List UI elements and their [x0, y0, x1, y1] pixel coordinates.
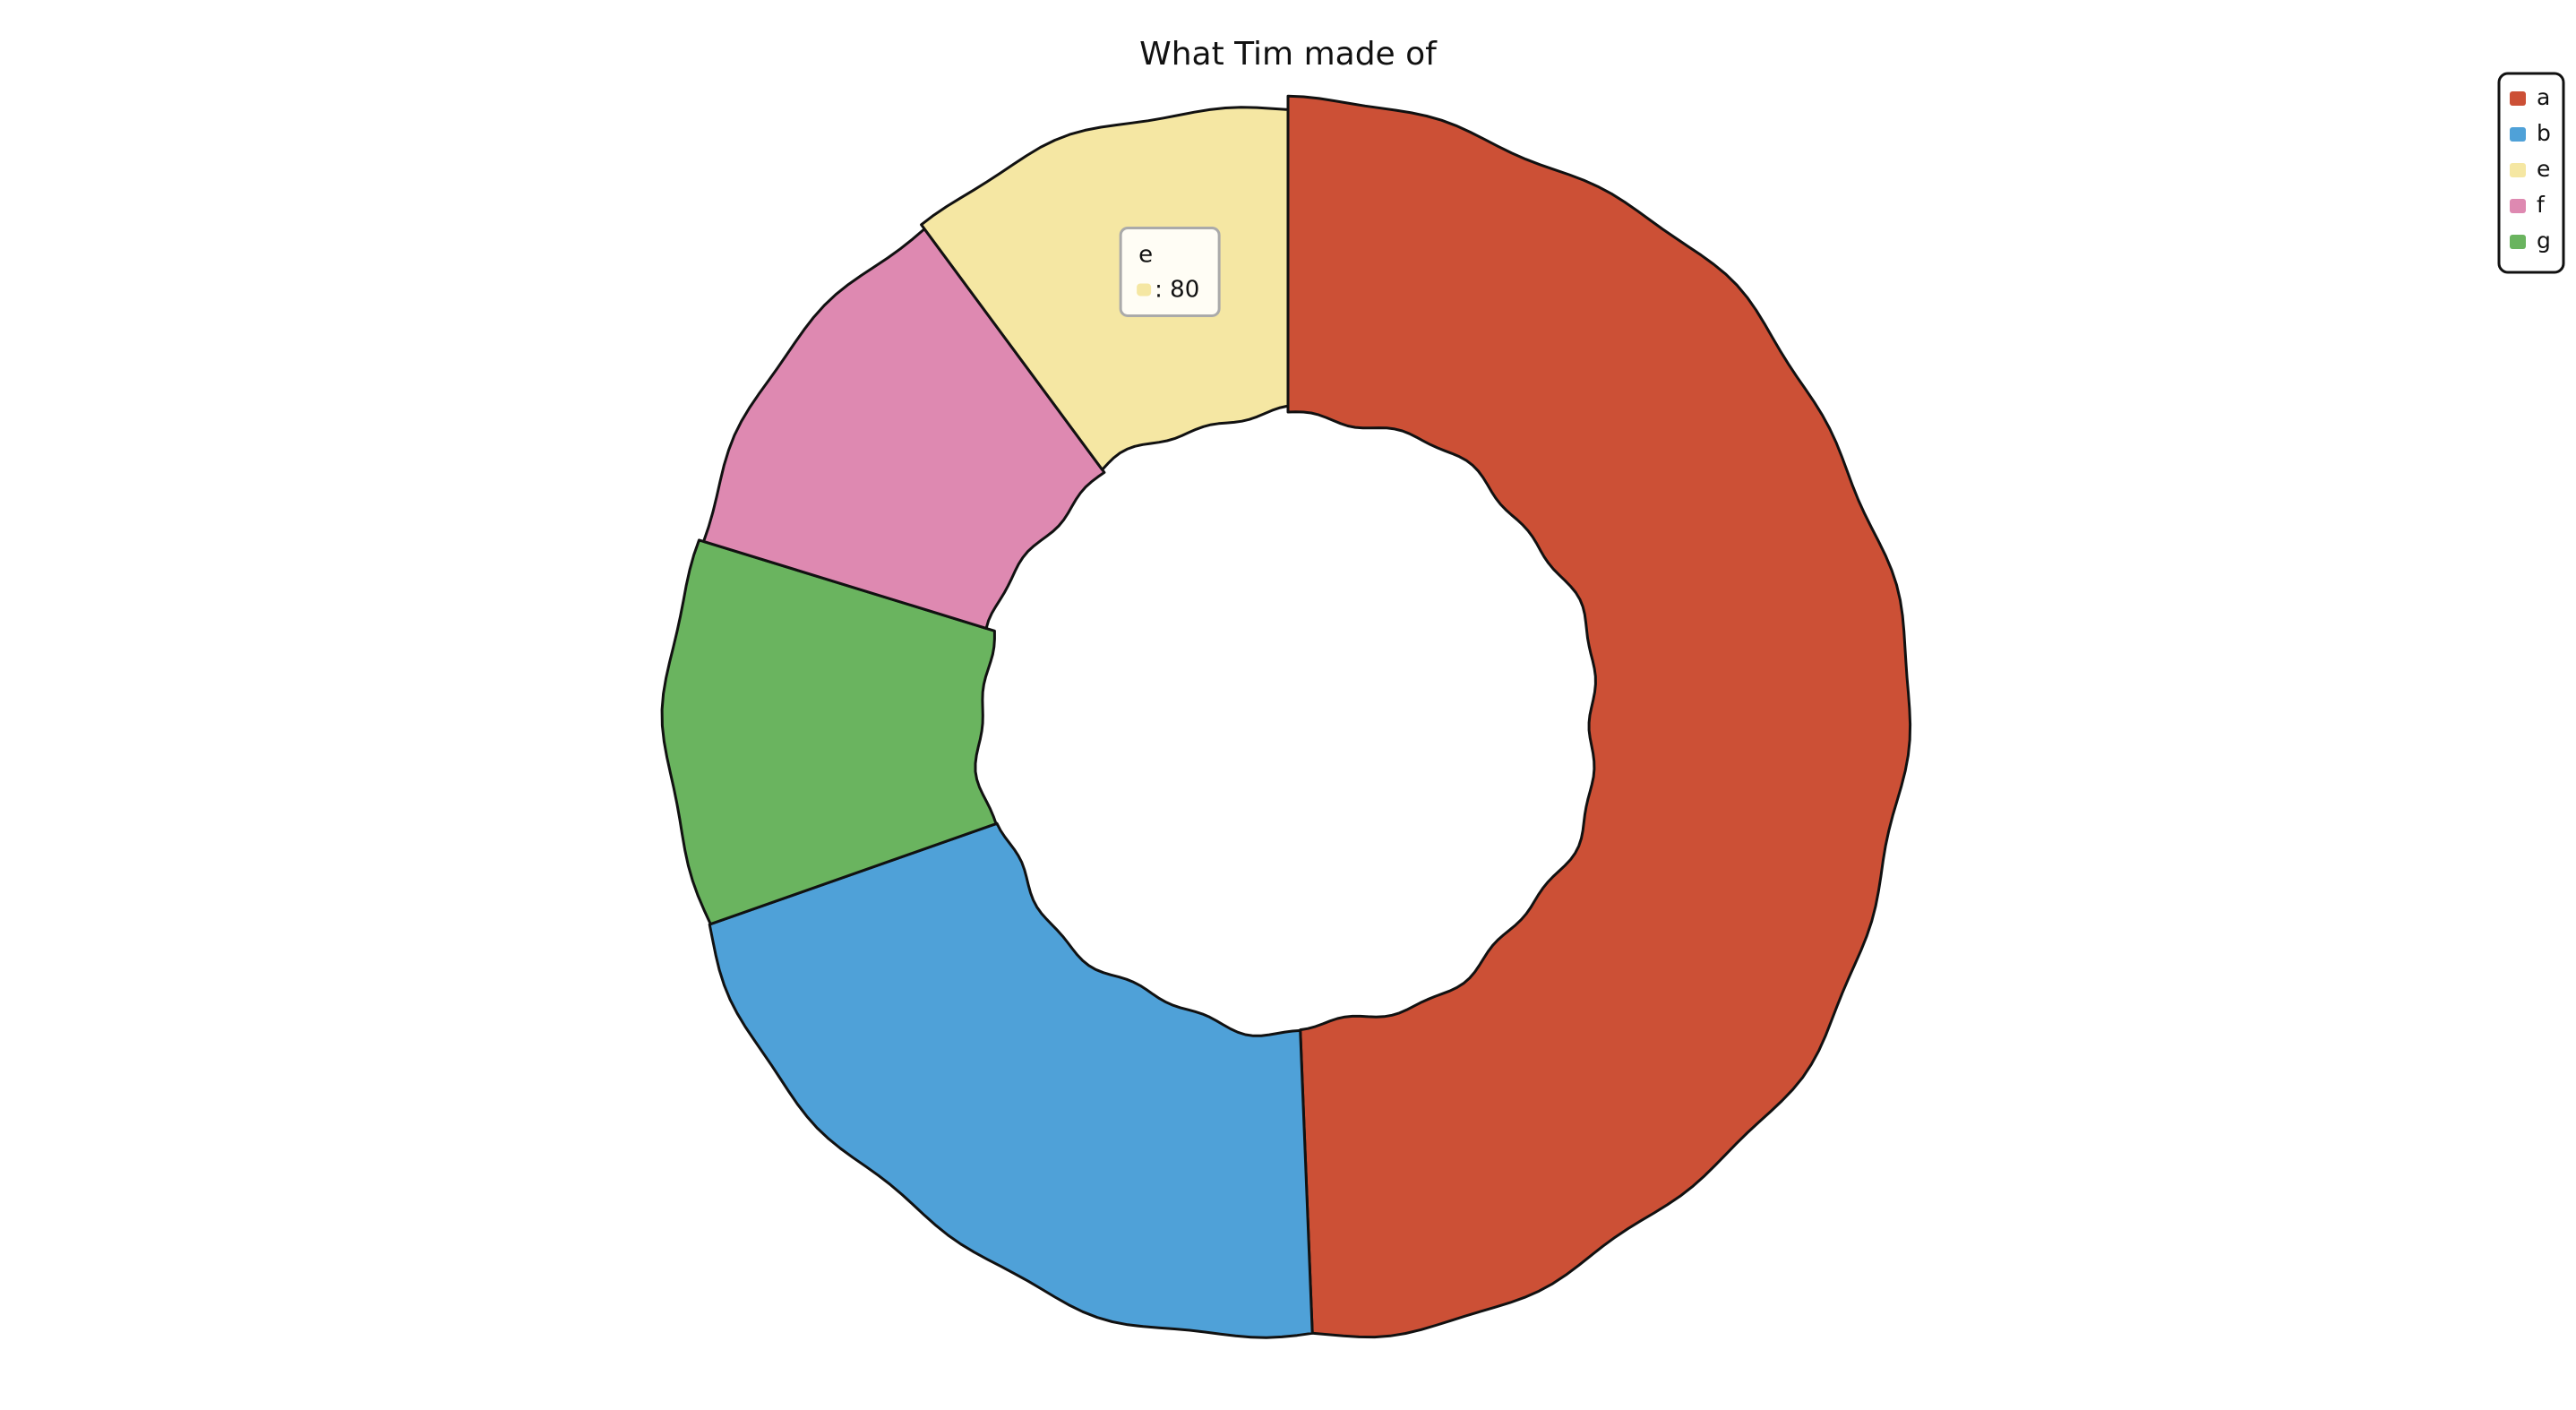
legend-label-f[interactable]: f: [2537, 192, 2546, 218]
legend-swatch-g[interactable]: [2510, 235, 2526, 249]
slice-a[interactable]: [1286, 94, 1912, 1339]
tooltip-swatch: [1137, 283, 1152, 297]
legend-label-g[interactable]: g: [2537, 228, 2551, 254]
slice-g[interactable]: [660, 538, 998, 926]
tooltip-value: : 80: [1155, 276, 1199, 303]
tooltip-title: e: [1138, 241, 1153, 268]
slice-e[interactable]: [920, 106, 1290, 471]
legend-swatch-f[interactable]: [2510, 199, 2526, 213]
slice-b[interactable]: [708, 821, 1314, 1339]
tooltip: e: 80: [1119, 226, 1221, 317]
slice-f[interactable]: [702, 228, 1106, 630]
slices-layer: [660, 94, 1912, 1339]
legend-swatch-e[interactable]: [2510, 163, 2526, 177]
legend-label-a[interactable]: a: [2537, 84, 2550, 110]
legend-swatch-b[interactable]: [2510, 127, 2526, 142]
chart-title: What Tim made of: [1139, 36, 1438, 73]
legend-box: [2497, 72, 2565, 274]
legend-label-e[interactable]: e: [2537, 156, 2550, 182]
legend-swatch-a[interactable]: [2510, 91, 2526, 106]
legend-label-b[interactable]: b: [2537, 120, 2551, 146]
